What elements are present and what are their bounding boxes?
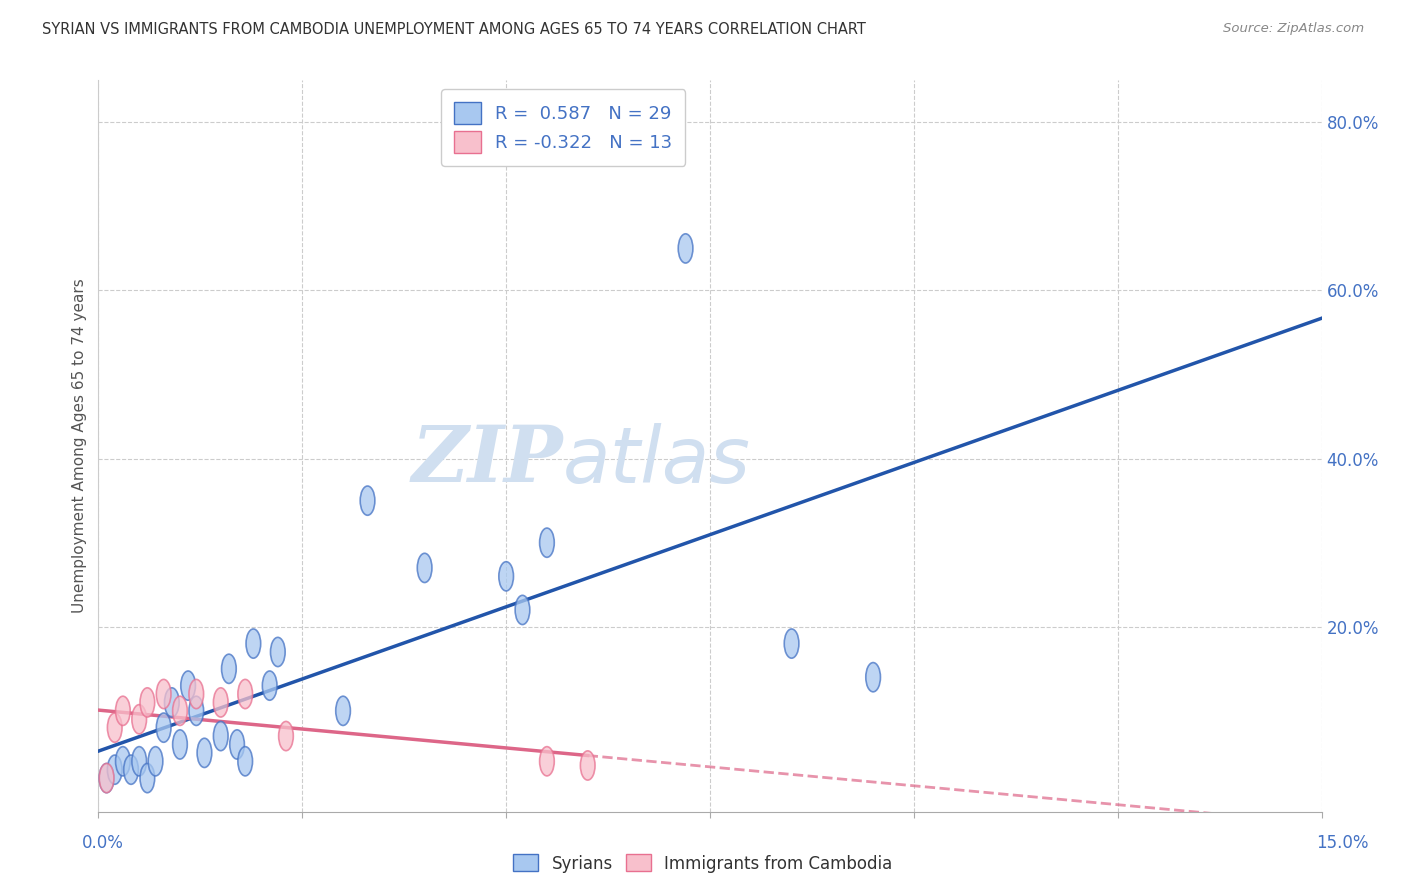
- Ellipse shape: [263, 671, 277, 700]
- Ellipse shape: [173, 730, 187, 759]
- Ellipse shape: [270, 638, 285, 666]
- Ellipse shape: [173, 696, 187, 725]
- Ellipse shape: [540, 747, 554, 776]
- Ellipse shape: [156, 713, 172, 742]
- Ellipse shape: [188, 696, 204, 725]
- Text: Source: ZipAtlas.com: Source: ZipAtlas.com: [1223, 22, 1364, 36]
- Ellipse shape: [540, 528, 554, 558]
- Ellipse shape: [499, 562, 513, 591]
- Ellipse shape: [360, 486, 375, 516]
- Ellipse shape: [141, 688, 155, 717]
- Ellipse shape: [238, 680, 253, 708]
- Text: atlas: atlas: [564, 423, 751, 499]
- Ellipse shape: [222, 654, 236, 683]
- Ellipse shape: [678, 234, 693, 263]
- Ellipse shape: [181, 671, 195, 700]
- Ellipse shape: [246, 629, 260, 658]
- Ellipse shape: [238, 747, 253, 776]
- Ellipse shape: [229, 730, 245, 759]
- Ellipse shape: [124, 755, 138, 784]
- Ellipse shape: [515, 595, 530, 624]
- Ellipse shape: [156, 680, 172, 708]
- Ellipse shape: [336, 696, 350, 725]
- Ellipse shape: [132, 705, 146, 734]
- Text: SYRIAN VS IMMIGRANTS FROM CAMBODIA UNEMPLOYMENT AMONG AGES 65 TO 74 YEARS CORREL: SYRIAN VS IMMIGRANTS FROM CAMBODIA UNEMP…: [42, 22, 866, 37]
- Ellipse shape: [866, 663, 880, 692]
- Legend: Syrians, Immigrants from Cambodia: Syrians, Immigrants from Cambodia: [506, 847, 900, 880]
- Legend: R =  0.587   N = 29, R = -0.322   N = 13: R = 0.587 N = 29, R = -0.322 N = 13: [441, 89, 685, 166]
- Ellipse shape: [107, 755, 122, 784]
- Ellipse shape: [418, 553, 432, 582]
- Ellipse shape: [115, 696, 131, 725]
- Ellipse shape: [197, 739, 212, 767]
- Ellipse shape: [100, 764, 114, 793]
- Ellipse shape: [165, 688, 179, 717]
- Ellipse shape: [785, 629, 799, 658]
- Ellipse shape: [278, 722, 294, 751]
- Ellipse shape: [100, 764, 114, 793]
- Ellipse shape: [148, 747, 163, 776]
- Ellipse shape: [214, 688, 228, 717]
- Ellipse shape: [188, 680, 204, 708]
- Text: ZIP: ZIP: [412, 423, 564, 499]
- Ellipse shape: [115, 747, 131, 776]
- Y-axis label: Unemployment Among Ages 65 to 74 years: Unemployment Among Ages 65 to 74 years: [72, 278, 87, 614]
- Ellipse shape: [581, 751, 595, 780]
- Text: 0.0%: 0.0%: [82, 834, 124, 852]
- Ellipse shape: [107, 713, 122, 742]
- Ellipse shape: [214, 722, 228, 751]
- Text: 15.0%: 15.0%: [1316, 834, 1369, 852]
- Ellipse shape: [132, 747, 146, 776]
- Ellipse shape: [141, 764, 155, 793]
